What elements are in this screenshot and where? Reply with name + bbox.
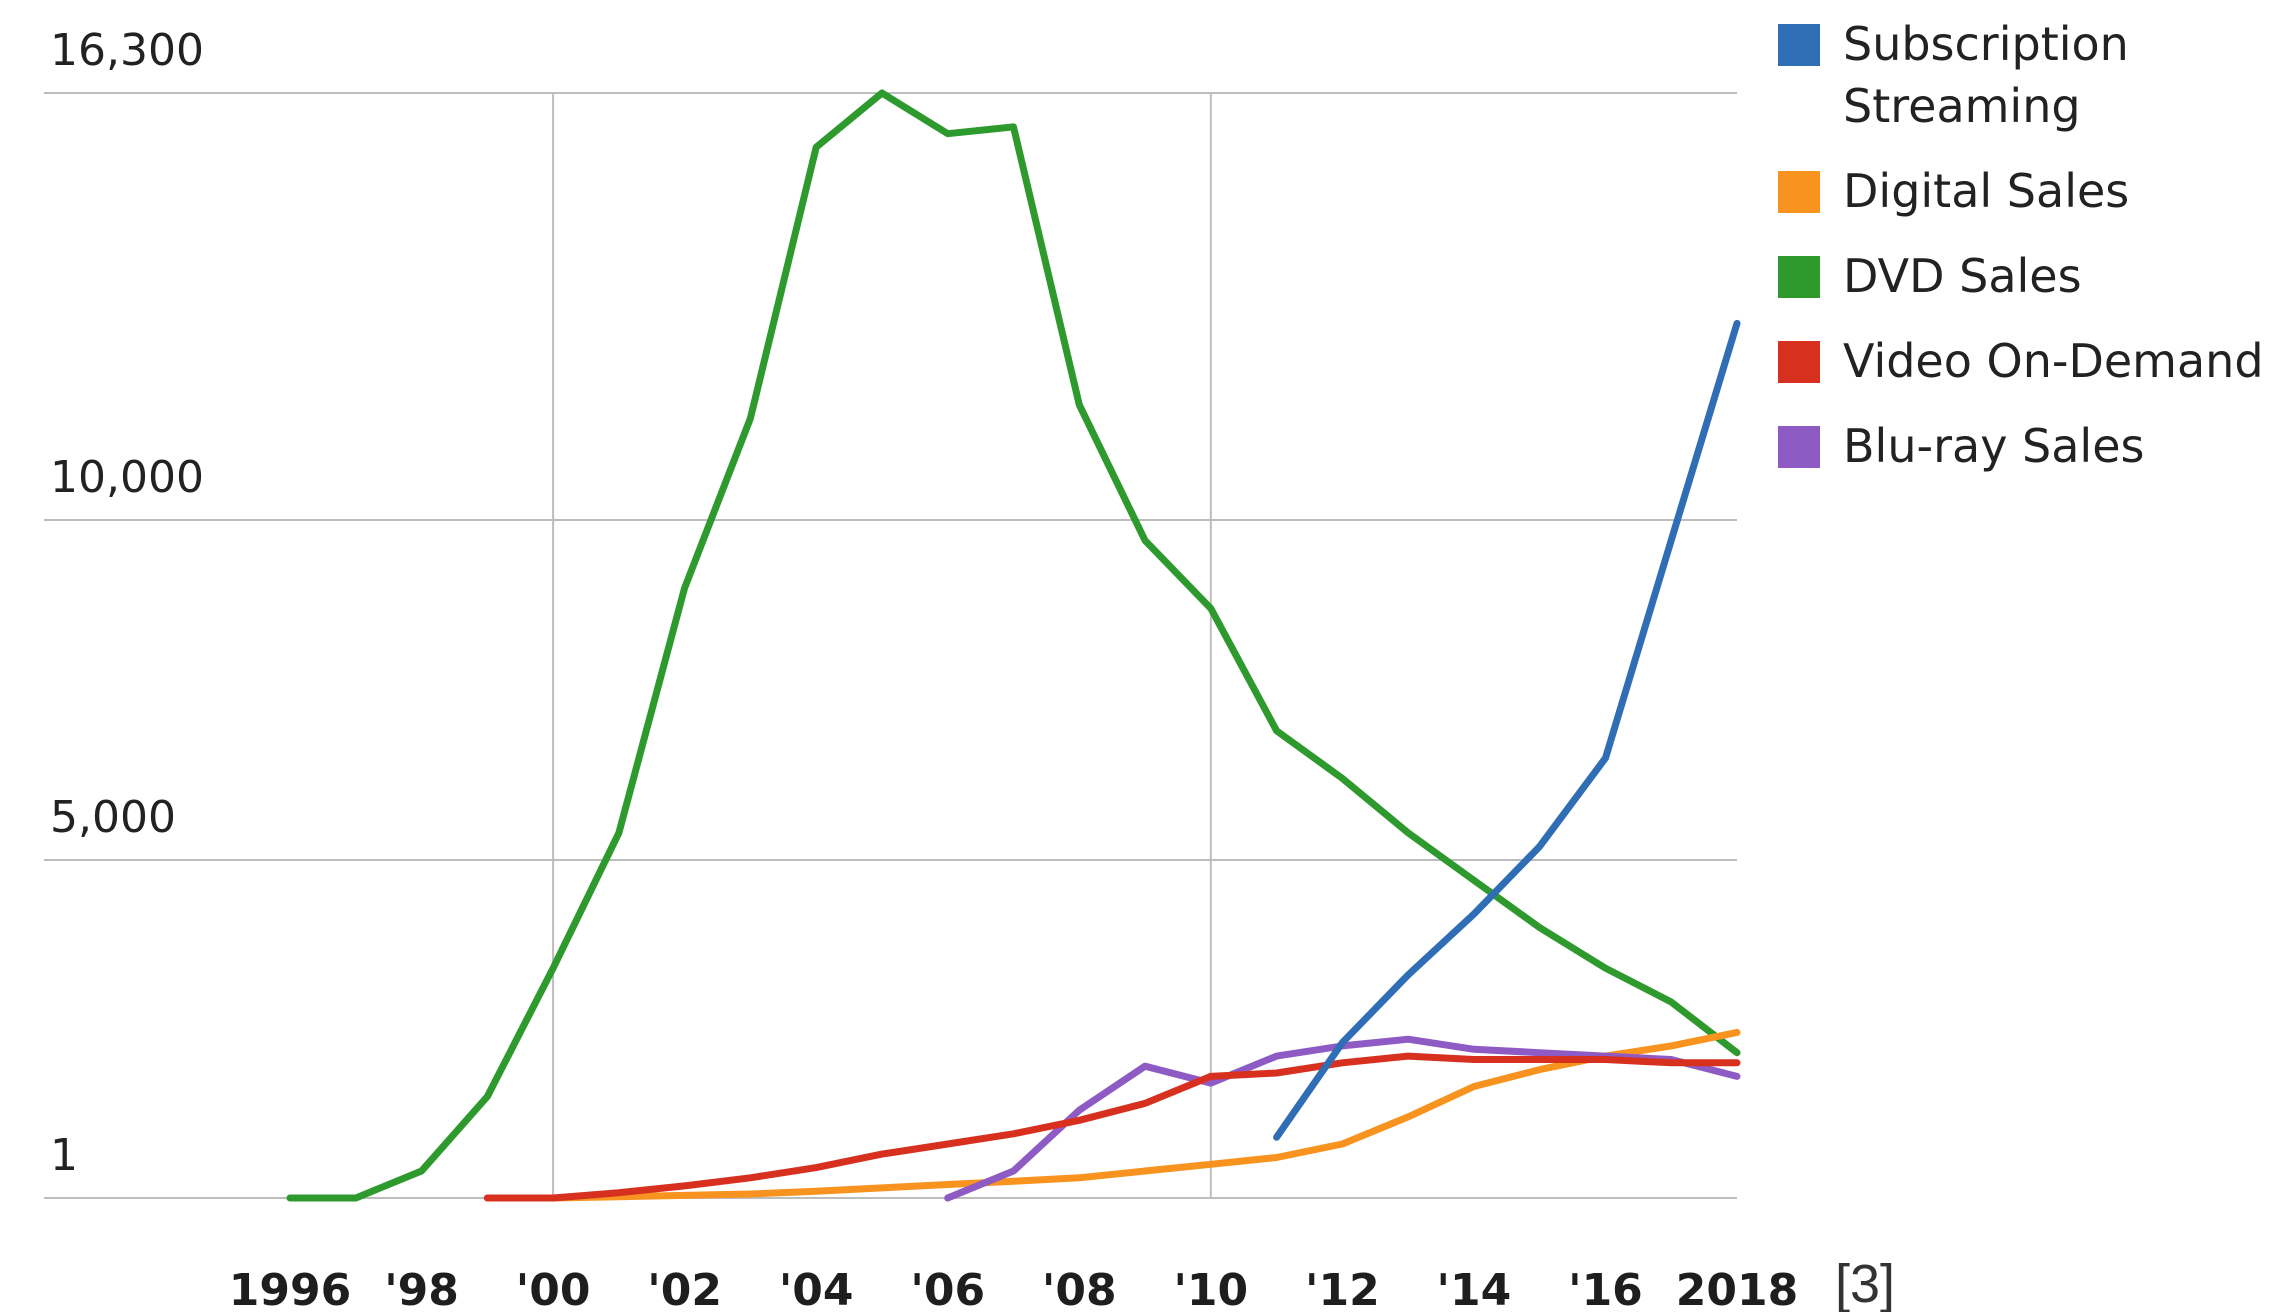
legend-swatch <box>1778 426 1820 468</box>
series-line-digital-sales <box>549 1028 1741 1202</box>
legend-swatch <box>1778 24 1820 66</box>
legend-swatch <box>1778 341 1820 383</box>
x-tick-label: '16 <box>1568 1265 1643 1312</box>
grid <box>44 92 1737 1199</box>
legend-label: DVD Sales <box>1843 249 2082 303</box>
legend-label: Digital Sales <box>1843 164 2129 218</box>
x-tick-label: '12 <box>1305 1265 1380 1312</box>
x-tick-label: 1996 <box>229 1265 351 1312</box>
legend-swatch <box>1778 171 1820 213</box>
series-lines <box>286 89 1741 1202</box>
legend: Subscription Streaming Digital Sales DVD Sa… <box>1778 17 2264 473</box>
y-axis-ticks: 1 5,000 10,000 16,300 <box>50 25 204 1181</box>
legend-item-dvd-sales: DVD Sales <box>1778 249 2082 303</box>
x-tick-label: '10 <box>1173 1265 1248 1312</box>
legend-item-video-on-demand: Video On-Demand <box>1778 334 2264 388</box>
series-line-dvd-sales <box>286 89 1741 1202</box>
legend-item-blu-ray-sales: Blu-ray Sales <box>1778 419 2144 473</box>
y-tick-label: 16,300 <box>50 25 204 76</box>
x-tick-label: '98 <box>384 1265 459 1312</box>
series-line-video-on-demand <box>483 1052 1741 1202</box>
x-tick-label: 2018 <box>1676 1265 1798 1312</box>
x-tick-label: '02 <box>647 1265 722 1312</box>
y-tick-label: 5,000 <box>50 792 176 843</box>
x-tick-label: '00 <box>516 1265 591 1312</box>
x-tick-label: '08 <box>1042 1265 1117 1312</box>
x-tick-label: '04 <box>779 1265 854 1312</box>
footnote-label: [3] <box>1835 1254 1895 1312</box>
x-axis-ticks: 1996 '98 '00 '02 '04 '06 '08 '10 '12 '14 '16 2018 <box>229 1265 1798 1312</box>
series-line-subscription-streaming <box>1273 319 1741 1141</box>
y-tick-label: 10,000 <box>50 452 204 503</box>
legend-label: Blu-ray Sales <box>1843 419 2144 473</box>
legend-label: Video On-Demand <box>1843 334 2264 388</box>
legend-label: Subscription Streaming <box>1843 17 2129 133</box>
legend-swatch <box>1778 256 1820 298</box>
x-tick-label: '14 <box>1437 1265 1512 1312</box>
x-tick-label: '06 <box>910 1265 985 1312</box>
legend-item-digital-sales: Digital Sales <box>1778 164 2129 218</box>
legend-item-subscription-streaming: Subscription Streaming <box>1778 17 2129 133</box>
y-tick-label: 1 <box>50 1130 78 1181</box>
